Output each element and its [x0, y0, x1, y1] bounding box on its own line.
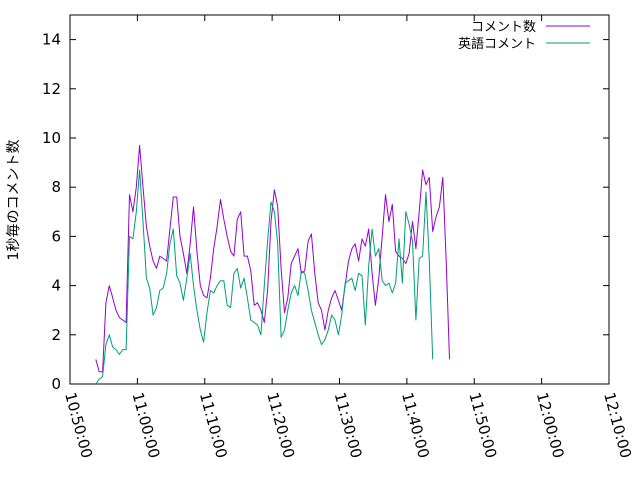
y-tick-label: 10	[42, 129, 61, 147]
x-tick-label: 12:00:00	[533, 390, 568, 460]
x-tick-label: 11:40:00	[398, 390, 433, 460]
y-tick-label: 2	[51, 326, 61, 344]
series-layer	[95, 144, 450, 385]
y-tick-label: 8	[51, 178, 61, 196]
series-line-1	[95, 144, 450, 373]
y-tick-label: 12	[42, 80, 61, 98]
x-tick-label: 11:00:00	[129, 390, 164, 460]
y-tick-label: 0	[51, 375, 61, 393]
x-tick-label: 11:10:00	[196, 390, 231, 460]
legend-label: コメント数	[471, 20, 536, 35]
x-tick-label: 12:10:00	[600, 390, 635, 460]
series-line-2	[95, 169, 434, 385]
x-axis: 10:50:00 11:00:00 11:10:00 11:20:00 11:30:00…	[61, 15, 635, 460]
x-tick-label: 10:50:00	[61, 390, 96, 460]
y-tick-label: 6	[51, 227, 61, 245]
y-tick-label: 14	[42, 31, 61, 49]
y-axis: 0 2 4 6 8 10 12 14	[42, 31, 609, 393]
x-tick-label: 11:20:00	[263, 390, 298, 460]
y-axis-label: 1秒毎のコメント数	[6, 140, 22, 261]
y-tick-label: 4	[51, 277, 61, 295]
x-tick-label: 11:30:00	[331, 390, 366, 460]
legend-label: 英語コメント	[458, 36, 536, 52]
x-tick-label: 11:50:00	[465, 390, 500, 460]
